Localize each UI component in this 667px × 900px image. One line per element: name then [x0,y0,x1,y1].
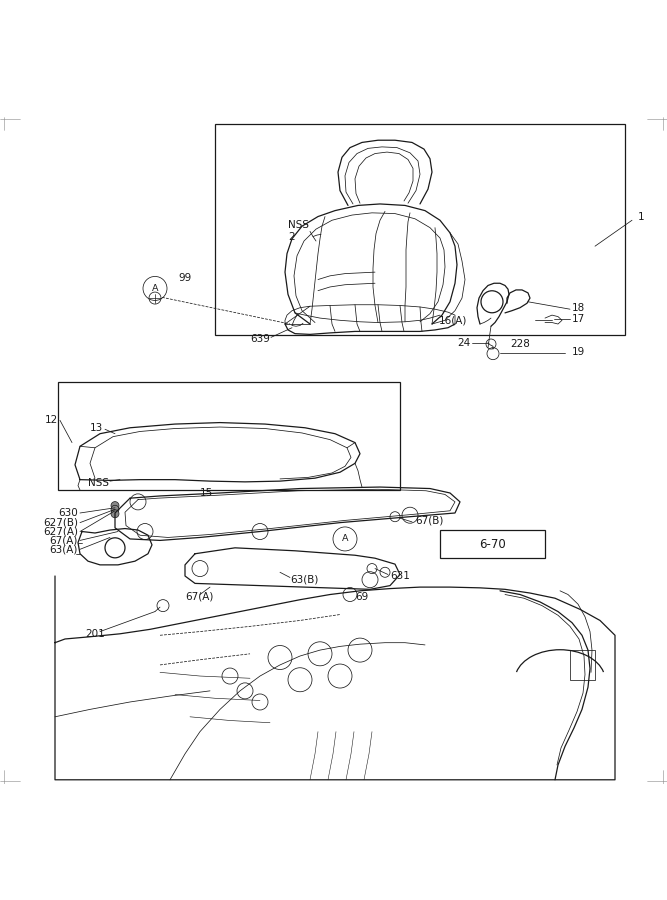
Text: NSS: NSS [88,478,109,488]
Text: A: A [342,535,348,544]
Text: 63(B): 63(B) [290,575,318,585]
Text: 627(A): 627(A) [43,526,78,536]
Text: 1: 1 [638,212,644,221]
Text: 13: 13 [90,423,103,433]
Text: 99: 99 [178,273,191,284]
Text: 67(A): 67(A) [185,591,213,602]
Text: 15: 15 [200,488,213,498]
Circle shape [111,501,119,509]
Text: 6-70: 6-70 [479,537,506,551]
Text: 19: 19 [572,347,585,357]
Text: 2: 2 [288,232,295,242]
Text: 63(A): 63(A) [49,544,78,554]
Text: NSS: NSS [288,220,309,230]
Text: 16(A): 16(A) [439,315,467,325]
Text: 69: 69 [355,591,368,602]
Bar [570,650,595,680]
Bar [58,382,400,490]
Text: A: A [152,284,158,292]
Text: 228: 228 [510,339,530,349]
Text: 24: 24 [457,338,470,347]
Text: 201: 201 [85,629,105,639]
Text: 627(B): 627(B) [43,518,78,527]
Text: 18: 18 [572,302,585,312]
Text: 67(A): 67(A) [49,536,78,545]
Text: 639: 639 [250,334,270,344]
Text: 17: 17 [572,314,585,324]
Bar [440,530,545,558]
Text: 631: 631 [390,571,410,581]
Text: 67(B): 67(B) [415,516,444,526]
Text: 12: 12 [45,416,58,426]
Text: 630: 630 [58,508,78,518]
Bar [215,124,625,335]
Circle shape [111,509,119,518]
Circle shape [111,505,119,513]
